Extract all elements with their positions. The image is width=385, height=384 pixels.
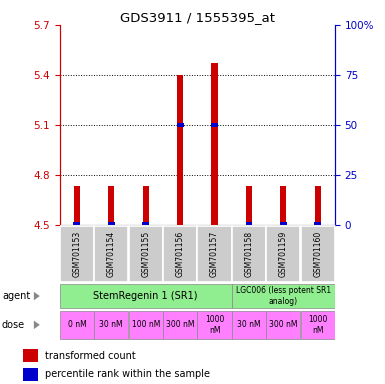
Bar <box>246 222 252 226</box>
Bar <box>211 63 218 225</box>
Text: GSM701157: GSM701157 <box>210 231 219 277</box>
Bar <box>246 186 252 225</box>
Text: GSM701153: GSM701153 <box>72 231 81 277</box>
Text: 1000
nM: 1000 nM <box>205 315 224 334</box>
Bar <box>198 311 231 339</box>
Bar <box>108 186 114 225</box>
Bar <box>315 186 321 225</box>
Bar <box>301 311 335 339</box>
Bar <box>142 222 149 226</box>
Text: StemRegenin 1 (SR1): StemRegenin 1 (SR1) <box>94 291 198 301</box>
Bar <box>232 284 335 308</box>
Bar <box>129 226 163 282</box>
Bar <box>74 222 80 226</box>
Title: GDS3911 / 1555395_at: GDS3911 / 1555395_at <box>120 11 275 24</box>
Bar <box>232 311 266 339</box>
Bar <box>198 226 231 282</box>
Bar <box>23 349 38 362</box>
Text: GSM701155: GSM701155 <box>141 231 150 277</box>
Bar <box>94 226 128 282</box>
Bar <box>60 284 231 308</box>
Bar <box>163 226 197 282</box>
Bar <box>108 222 115 226</box>
Bar <box>211 123 218 127</box>
Bar <box>280 186 286 225</box>
Text: transformed count: transformed count <box>45 351 136 361</box>
Text: GSM701159: GSM701159 <box>279 231 288 277</box>
Text: 0 nM: 0 nM <box>67 320 86 329</box>
Text: dose: dose <box>2 320 25 330</box>
Bar <box>177 123 184 127</box>
Text: 1000
nM: 1000 nM <box>308 315 327 334</box>
Bar <box>232 226 266 282</box>
Bar <box>60 226 94 282</box>
Text: percentile rank within the sample: percentile rank within the sample <box>45 369 210 379</box>
Bar <box>314 222 321 226</box>
Text: GSM701154: GSM701154 <box>107 231 116 277</box>
Text: agent: agent <box>2 291 30 301</box>
Bar <box>74 186 80 225</box>
Bar <box>280 222 287 226</box>
Bar <box>94 311 128 339</box>
Bar <box>23 368 38 381</box>
Text: 100 nM: 100 nM <box>132 320 160 329</box>
Bar <box>142 186 149 225</box>
Text: 300 nM: 300 nM <box>269 320 298 329</box>
Bar <box>266 226 300 282</box>
Text: 30 nM: 30 nM <box>237 320 261 329</box>
Text: GSM701158: GSM701158 <box>244 231 253 277</box>
Text: GSM701156: GSM701156 <box>176 231 185 277</box>
Text: GSM701160: GSM701160 <box>313 231 322 277</box>
Bar <box>129 311 163 339</box>
Bar <box>60 311 94 339</box>
Bar <box>177 75 183 225</box>
Text: 300 nM: 300 nM <box>166 320 194 329</box>
Text: 30 nM: 30 nM <box>99 320 123 329</box>
Bar <box>301 226 335 282</box>
Bar <box>266 311 300 339</box>
Bar <box>163 311 197 339</box>
Text: LGC006 (less potent SR1
analog): LGC006 (less potent SR1 analog) <box>236 286 331 306</box>
